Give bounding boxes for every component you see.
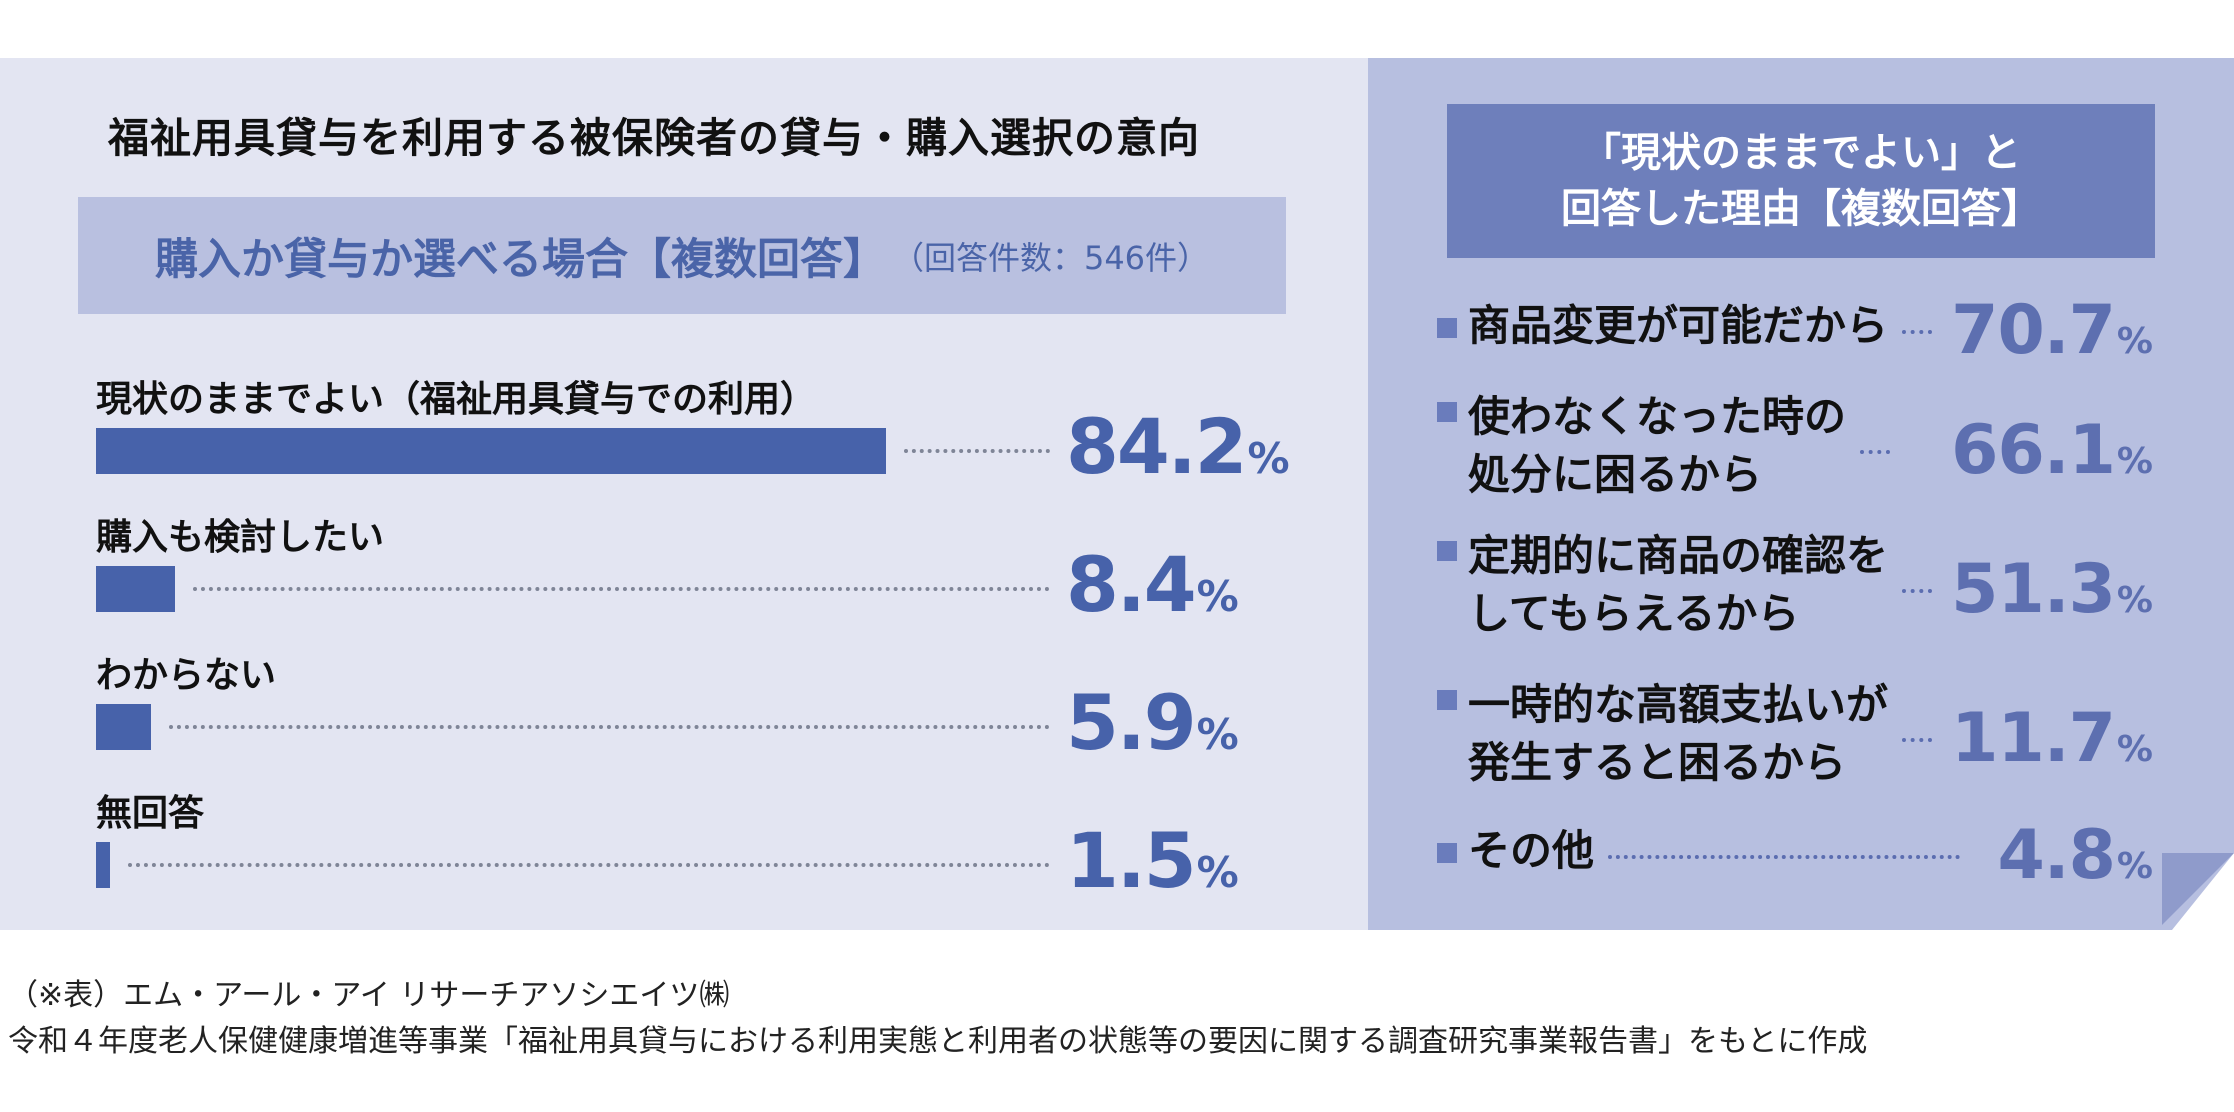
- bar-label: 購入も検討したい: [96, 517, 385, 558]
- reason-value-label: 70.7%: [1951, 296, 2153, 377]
- percent-unit: %: [1196, 848, 1239, 897]
- reason-value-label: 11.7%: [1951, 704, 2153, 785]
- reason-value-label: 66.1%: [1951, 416, 2153, 497]
- percent-unit: %: [2116, 729, 2153, 770]
- percent-unit: %: [2116, 441, 2153, 482]
- reason-value: 66.1: [1951, 411, 2116, 490]
- reason-leader-dots: [1860, 450, 1890, 454]
- bar: [96, 566, 175, 612]
- bar-leader-dots: [128, 863, 1050, 867]
- basis-note: 令和４年度老人保健健康増進等事業「福祉用具貸与における利用実態と利用者の状態等の…: [8, 1024, 1868, 1059]
- bar-leader-dots: [193, 587, 1050, 591]
- reason-line: 処分に困るから: [1468, 450, 1763, 499]
- reason-leader-dots: [1902, 738, 1932, 742]
- response-count: （回答件数：546件）: [891, 238, 1210, 277]
- percent-unit: %: [2116, 846, 2153, 887]
- reason-value-label: 51.3%: [1951, 555, 2153, 636]
- reason-leader-dots: [1902, 330, 1932, 334]
- bar-leader-dots: [904, 449, 1050, 453]
- reason-value: 4.8: [1997, 816, 2115, 895]
- percent-unit: %: [1247, 434, 1290, 483]
- reason-value-label: 4.8%: [1997, 821, 2153, 902]
- reason-text: 定期的に商品の確認を してもらえるから: [1468, 527, 1888, 643]
- bar-value-label: 84.2%: [1066, 409, 1290, 497]
- bar-value: 84.2: [1066, 402, 1248, 491]
- percent-unit: %: [1196, 572, 1239, 621]
- bar-value-label: 8.4%: [1066, 547, 1266, 635]
- reason-text: 使わなくなった時の 処分に困るから: [1468, 388, 1846, 504]
- reason-text: 一時的な高額支払いが 発生すると困るから: [1468, 676, 1888, 792]
- reason-value: 11.7: [1951, 699, 2116, 778]
- bar: [96, 428, 886, 474]
- reason-line: 一時的な高額支払いが: [1468, 680, 1889, 729]
- right-header-line-1: 「現状のままでよい」と: [1581, 130, 2021, 176]
- reason-line: してもらえるから: [1468, 589, 1800, 638]
- reason-line: 定期的に商品の確認を: [1468, 531, 1889, 580]
- reason-value: 51.3: [1951, 550, 2116, 629]
- bullet-square: [1437, 843, 1457, 863]
- bar-label: わからない: [96, 655, 277, 696]
- reason-line: 発生すると困るから: [1468, 738, 1847, 787]
- bar-leader-dots: [169, 725, 1050, 729]
- bullet-square: [1437, 402, 1457, 422]
- reason-text: その他: [1468, 822, 1594, 880]
- percent-unit: %: [2116, 580, 2153, 621]
- bar-label: 現状のままでよい（福祉用具貸与での利用）: [96, 379, 817, 420]
- bar: [96, 842, 110, 888]
- bar-value: 5.9: [1066, 678, 1197, 767]
- bar-value-label: 1.5%: [1066, 823, 1266, 911]
- reason-line: 商品変更が可能だから: [1468, 301, 1889, 350]
- percent-unit: %: [2116, 321, 2153, 362]
- bar: [96, 704, 151, 750]
- right-header-line-2: 回答した理由【複数回答】: [1561, 186, 2041, 232]
- percent-unit: %: [1196, 710, 1239, 759]
- left-subtitle: 購入か貸与か選べる場合【複数回答】: [154, 234, 886, 285]
- bar-label: 無回答: [96, 793, 205, 834]
- reason-line: 使わなくなった時の: [1468, 392, 1847, 441]
- bar-value: 1.5: [1066, 816, 1197, 905]
- reason-value: 70.7: [1951, 291, 2116, 370]
- reason-leader-dots: [1902, 589, 1932, 593]
- reason-text: 商品変更が可能だから: [1468, 297, 1888, 355]
- source-note: （※表）エム・アール・アイ リサーチアソシエイツ㈱: [8, 978, 730, 1013]
- bullet-square: [1437, 690, 1457, 710]
- right-header: 「現状のままでよい」と 回答した理由【複数回答】: [1447, 104, 2155, 258]
- bullet-square: [1437, 541, 1457, 561]
- bar-value: 8.4: [1066, 540, 1197, 629]
- bullet-square: [1437, 318, 1457, 338]
- left-subtitle-band: 購入か貸与か選べる場合【複数回答】 （回答件数：546件）: [78, 197, 1286, 314]
- reason-leader-dots: [1608, 855, 1960, 859]
- bar-value-label: 5.9%: [1066, 685, 1266, 773]
- chart-title: 福祉用具貸与を利用する被保険者の貸与・購入選択の意向: [108, 114, 1200, 162]
- reason-line: その他: [1468, 826, 1595, 875]
